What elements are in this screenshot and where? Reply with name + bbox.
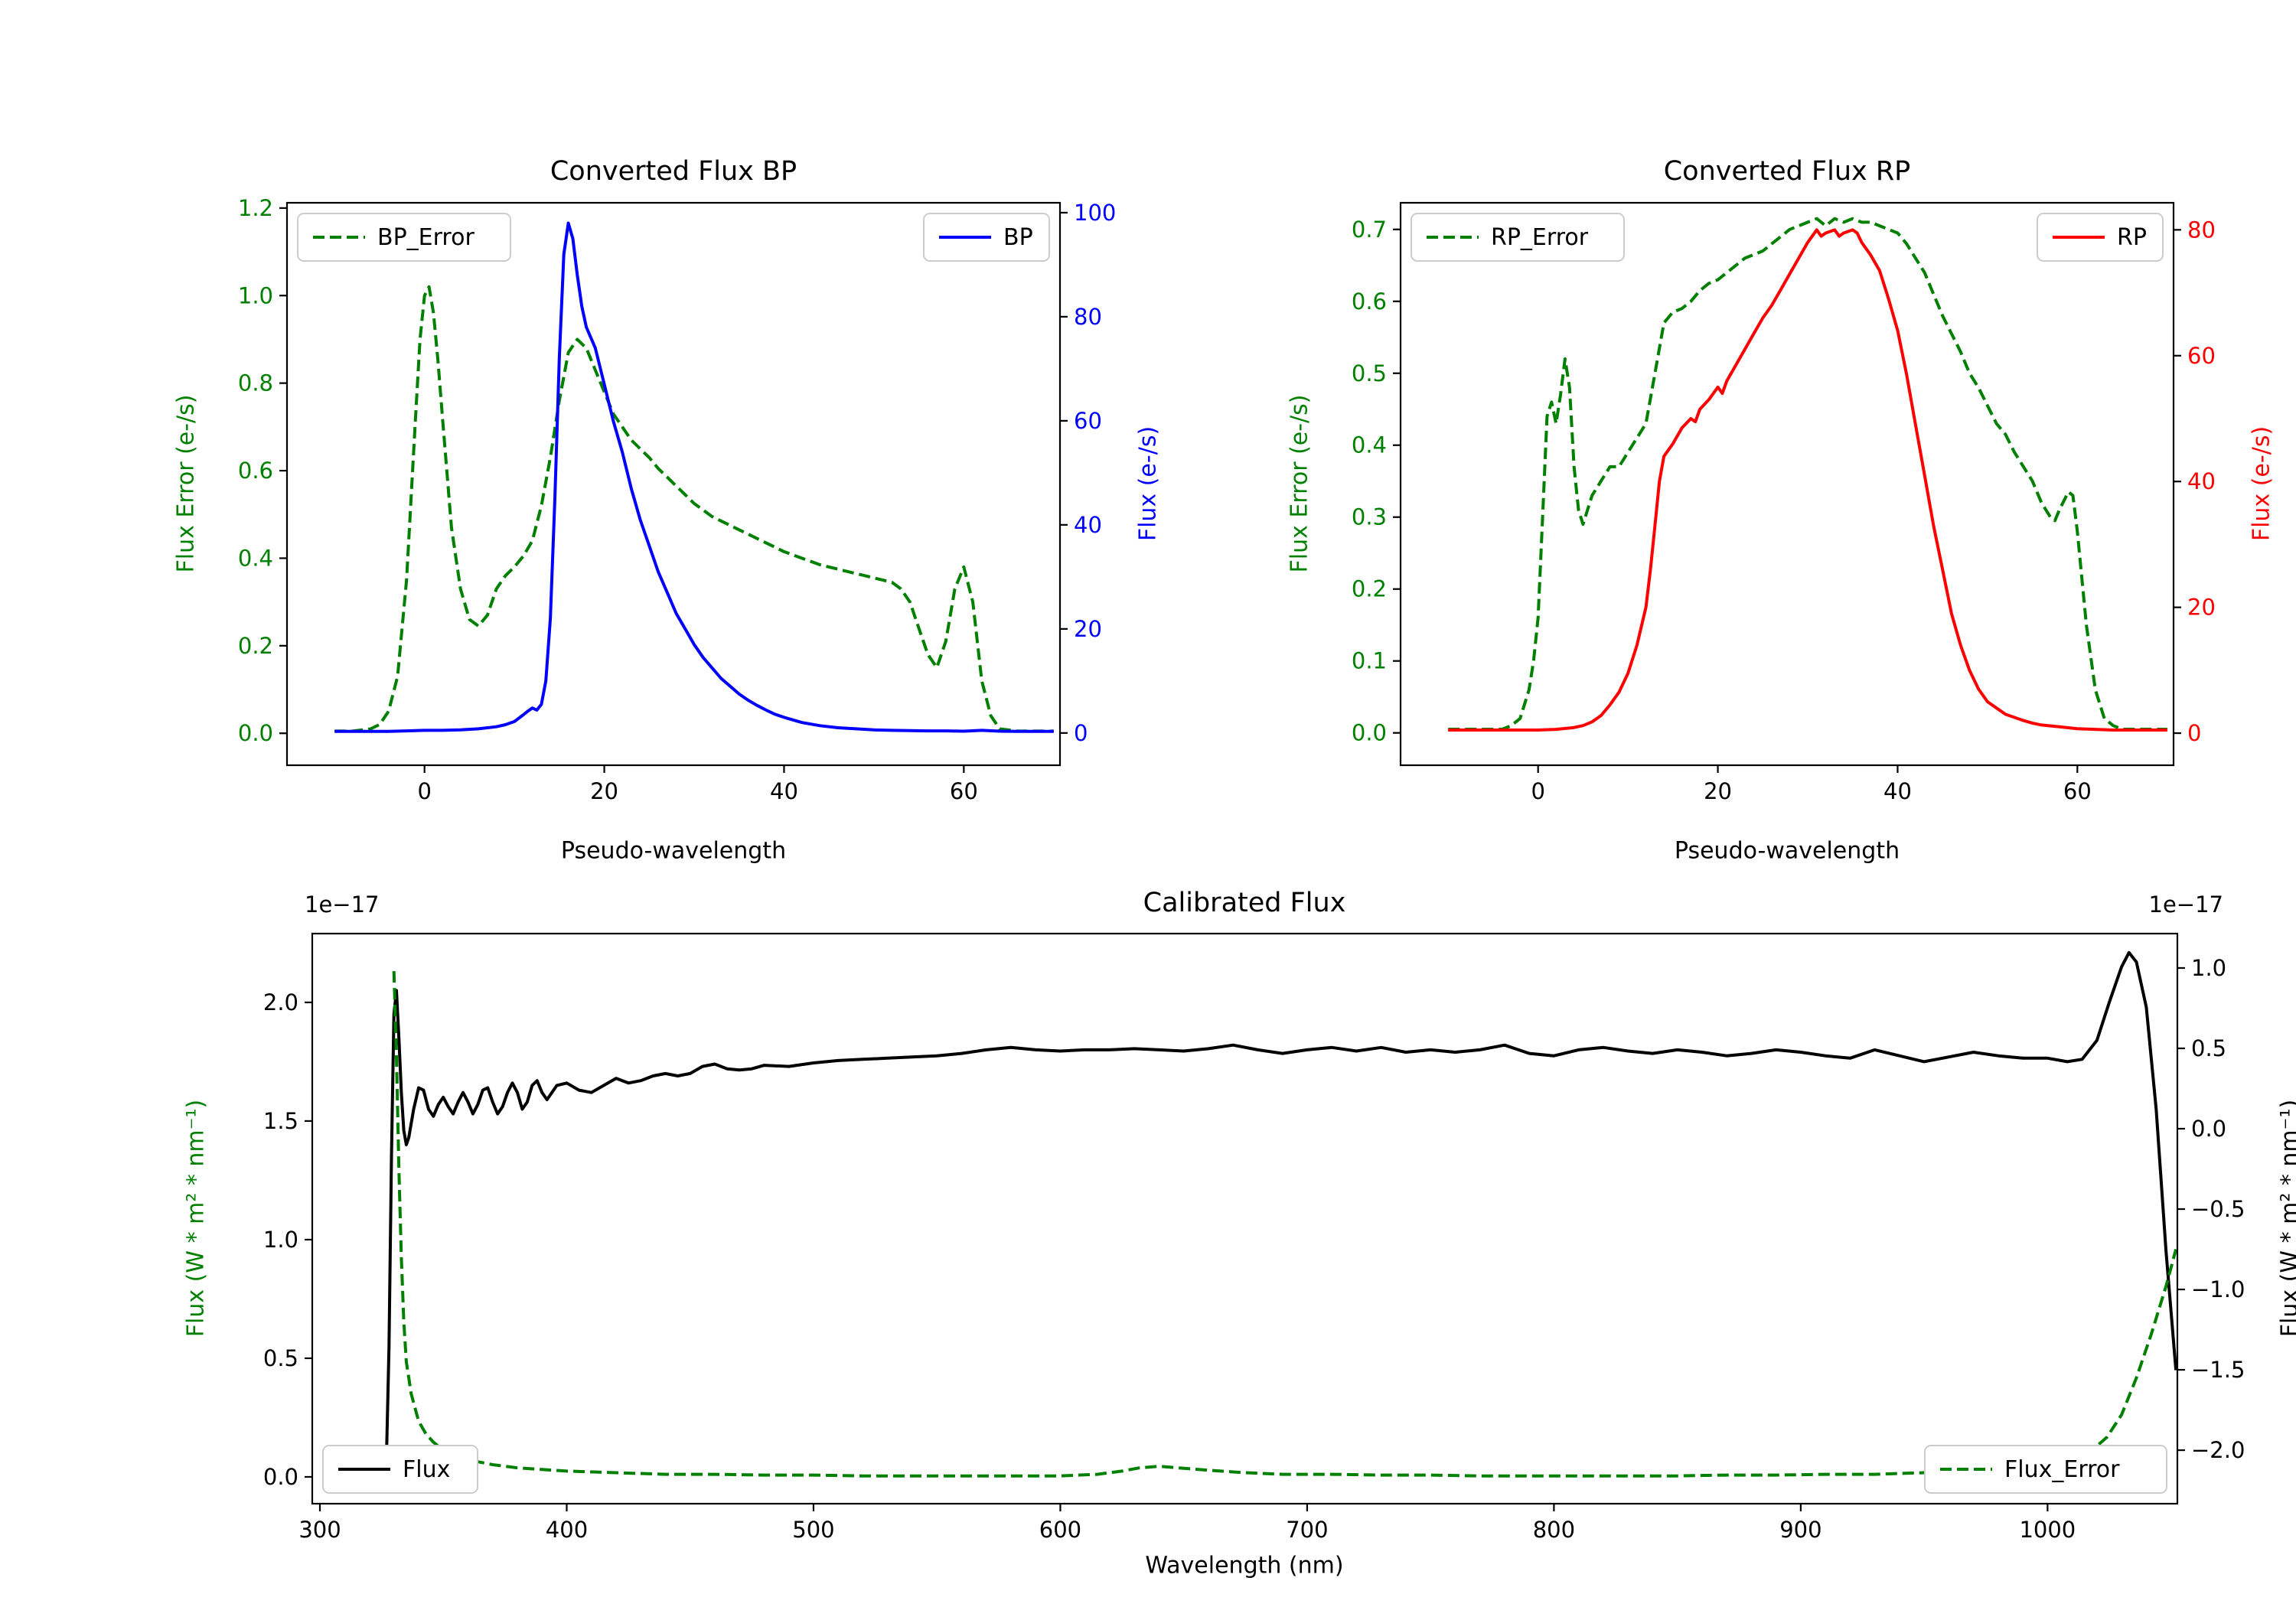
series-line-bp_error bbox=[334, 285, 1054, 733]
x-tick-label: 40 bbox=[770, 778, 798, 804]
series-group-bp bbox=[334, 221, 1054, 733]
y-tick-label-right: 0 bbox=[2187, 720, 2201, 746]
x-tick-label: 0 bbox=[417, 778, 431, 804]
y-tick-label-right: 0 bbox=[1074, 720, 1088, 746]
chart-title-rp: Converted Flux RP bbox=[1663, 156, 1911, 187]
y-tick-label-left: 0.4 bbox=[1352, 432, 1387, 458]
y-tick-label-right: 0.0 bbox=[2191, 1116, 2226, 1142]
y-axis-label-right-calibrated: Flux (W * m² * nm⁻¹) bbox=[2276, 1099, 2296, 1338]
legend-label: BP_Error bbox=[377, 224, 475, 251]
y-tick-label-left: 0.0 bbox=[1352, 720, 1387, 746]
x-tick-label: 600 bbox=[1039, 1517, 1081, 1543]
y-tick-label-right: −2.0 bbox=[2191, 1437, 2245, 1463]
y-tick-label-right: 40 bbox=[2187, 468, 2216, 494]
series-line-bp bbox=[334, 221, 1054, 733]
axis-offset-left: 1e−17 bbox=[305, 892, 380, 918]
y-tick-label-right: −0.5 bbox=[2191, 1196, 2245, 1222]
y-tick-label-left: 2.0 bbox=[263, 989, 298, 1015]
y-axis-label-left-rp: Flux Error (e-/s) bbox=[1286, 394, 1313, 573]
legend-label: Flux bbox=[403, 1456, 450, 1483]
y-tick-label-right: 1.0 bbox=[2191, 955, 2226, 981]
y-tick-label-left: 0.8 bbox=[238, 370, 273, 396]
y-tick-label-right: 60 bbox=[1074, 408, 1102, 434]
y-tick-label-right: 100 bbox=[1074, 200, 1116, 226]
series-line-flux_error bbox=[392, 971, 2177, 1478]
x-tick-label: 900 bbox=[1779, 1517, 1821, 1543]
y-tick-label-left: 0.0 bbox=[238, 720, 273, 746]
series-line-rp bbox=[1448, 228, 2167, 732]
y-tick-label-left: 0.2 bbox=[238, 633, 273, 659]
y-tick-label-right: −1.0 bbox=[2191, 1276, 2245, 1302]
y-tick-label-left: 1.0 bbox=[238, 282, 273, 308]
x-tick-label: 500 bbox=[792, 1517, 834, 1543]
y-tick-label-right: 80 bbox=[1074, 304, 1102, 330]
y-tick-label-left: 1.0 bbox=[263, 1227, 298, 1253]
y-tick-label-left: 1.2 bbox=[238, 195, 273, 221]
axis-offset-right: 1e−17 bbox=[2148, 892, 2224, 918]
y-tick-label-left: 0.5 bbox=[263, 1345, 298, 1371]
series-line-flux bbox=[385, 950, 2177, 1454]
y-tick-label-right: 20 bbox=[2187, 595, 2216, 621]
y-tick-label-left: 1.5 bbox=[263, 1108, 298, 1134]
y-axis-label-left-bp: Flux Error (e-/s) bbox=[172, 394, 200, 573]
y-tick-label-left: 0.0 bbox=[263, 1464, 298, 1490]
y-tick-label-right: 60 bbox=[2187, 343, 2216, 369]
axes-frame-bp bbox=[285, 201, 1062, 767]
y-axis-label-right-rp: Flux (e-/s) bbox=[2248, 425, 2275, 542]
series-line-rp_error bbox=[1448, 217, 2167, 731]
x-tick-label: 300 bbox=[298, 1517, 341, 1543]
series-group-rp bbox=[1448, 217, 2167, 732]
legend-box-rp_error bbox=[1411, 213, 1625, 262]
axes-frame-cal bbox=[311, 932, 2179, 1505]
y-tick-label-right: 0.5 bbox=[2191, 1035, 2226, 1061]
x-tick-label: 1000 bbox=[2019, 1517, 2076, 1543]
x-axis-label-rp: Pseudo-wavelength bbox=[1674, 837, 1900, 865]
y-tick-label-left: 0.1 bbox=[1352, 648, 1387, 674]
legend-label: Flux_Error bbox=[2004, 1456, 2120, 1483]
y-tick-label-left: 0.5 bbox=[1352, 360, 1387, 386]
x-tick-label: 700 bbox=[1286, 1517, 1328, 1543]
y-tick-label-left: 0.6 bbox=[1352, 288, 1387, 315]
y-tick-label-right: 40 bbox=[1074, 512, 1102, 538]
series-group-cal bbox=[385, 950, 2177, 1478]
chart-title-bp: Converted Flux BP bbox=[550, 156, 797, 187]
legend-box-flux bbox=[322, 1445, 478, 1494]
x-tick-label: 0 bbox=[1531, 778, 1544, 804]
chart-title-calibrated: Calibrated Flux bbox=[1143, 888, 1346, 918]
legend-label: BP bbox=[1003, 224, 1033, 251]
x-tick-label: 60 bbox=[950, 778, 978, 804]
y-axis-label-left-calibrated: Flux (W * m² * nm⁻¹) bbox=[182, 1099, 210, 1338]
y-tick-label-left: 0.4 bbox=[238, 545, 273, 571]
x-tick-label: 800 bbox=[1533, 1517, 1575, 1543]
x-axis-label-calibrated: Wavelength (nm) bbox=[1145, 1552, 1344, 1579]
y-tick-label-left: 0.2 bbox=[1352, 576, 1387, 602]
y-tick-label-right: 80 bbox=[2187, 217, 2216, 243]
axes-frame-rp bbox=[1399, 201, 2175, 767]
legend-label: RP bbox=[2117, 224, 2147, 251]
x-axis-label-bp: Pseudo-wavelength bbox=[560, 837, 787, 865]
x-tick-label: 40 bbox=[1883, 778, 1912, 804]
y-tick-label-left: 0.6 bbox=[238, 458, 273, 484]
y-tick-label-left: 0.3 bbox=[1352, 504, 1387, 530]
legend-box-flux_error bbox=[1924, 1445, 2167, 1494]
y-tick-label-right: 20 bbox=[1074, 616, 1102, 642]
y-tick-label-right: −1.5 bbox=[2191, 1357, 2245, 1383]
x-tick-label: 20 bbox=[590, 778, 618, 804]
x-tick-label: 20 bbox=[1704, 778, 1732, 804]
x-tick-label: 60 bbox=[2063, 778, 2092, 804]
legend-box-bp_error bbox=[297, 213, 511, 262]
x-tick-label: 400 bbox=[546, 1517, 588, 1543]
y-axis-label-right-bp: Flux (e-/s) bbox=[1134, 425, 1162, 542]
y-tick-label-left: 0.7 bbox=[1352, 217, 1387, 243]
legend-label: RP_Error bbox=[1491, 224, 1589, 251]
